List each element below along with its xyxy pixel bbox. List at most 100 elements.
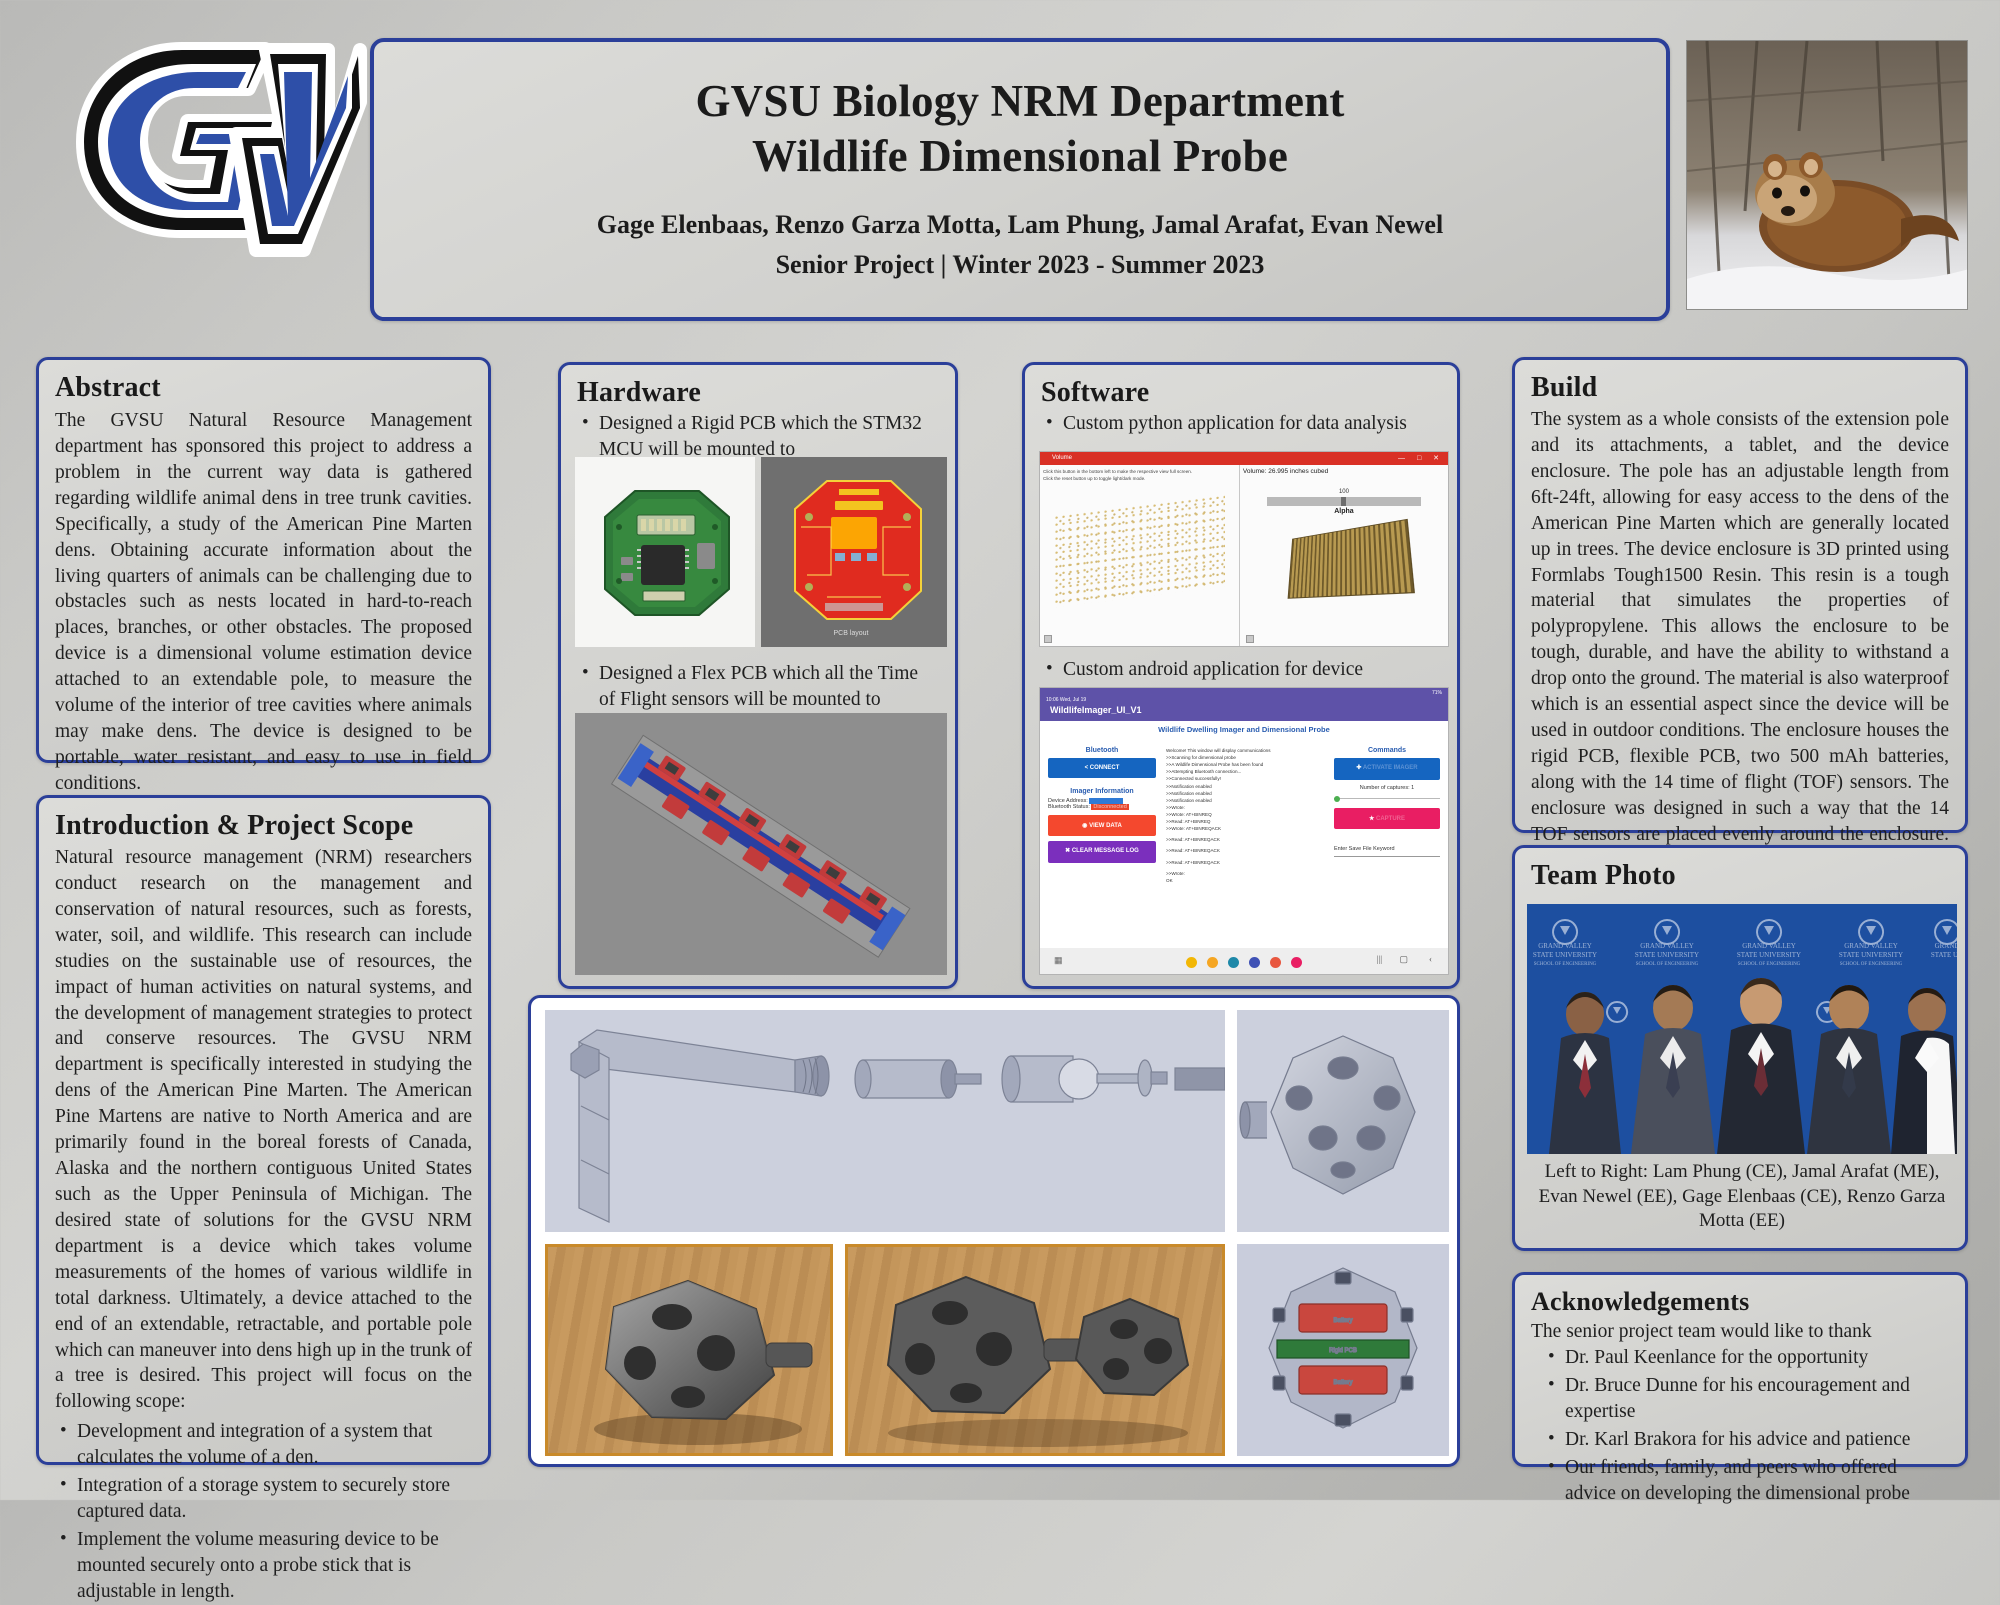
log-line: >>Wrote: AT+BINREQ bbox=[1166, 811, 1212, 817]
acknowledgements-section: Acknowledgements The senior project team… bbox=[1512, 1272, 1968, 1504]
folder-icon[interactable] bbox=[1207, 957, 1218, 968]
captures-count: Number of captures: 1 bbox=[1359, 784, 1415, 791]
fullscreen-toggle-left[interactable] bbox=[1044, 635, 1052, 643]
svg-text:SCHOOL OF ENGINEERING: SCHOOL OF ENGINEERING bbox=[1534, 962, 1597, 967]
svg-text:Rigid PCB: Rigid PCB bbox=[1329, 1348, 1357, 1354]
fullscreen-toggle-right[interactable] bbox=[1245, 635, 1254, 643]
hardware-bullet-list: Designed a Rigid PCB which the STM32 MCU… bbox=[577, 410, 939, 463]
log-line: >>Connected successfully! bbox=[1166, 776, 1221, 782]
back-icon[interactable]: ‹ bbox=[1429, 954, 1432, 964]
star-icon: ★ bbox=[1368, 815, 1375, 822]
enclosure-cad-render bbox=[1237, 1010, 1449, 1232]
calendar-icon[interactable] bbox=[1228, 957, 1239, 968]
log-line: >>Scanning for dimensional probe bbox=[1166, 755, 1236, 761]
svg-text:Battery: Battery bbox=[1333, 1380, 1352, 1386]
svg-text:SCHOOL OF ENGINEERING: SCHOOL OF ENGINEERING bbox=[1738, 962, 1801, 967]
alpha-slider[interactable]: 100 Alpha bbox=[1267, 489, 1421, 515]
svg-text:SCHOOL OF ENGINEERING: SCHOOL OF ENGINEERING bbox=[1636, 962, 1699, 967]
hardware-bullet-list-2: Designed a Flex PCB which all the Time o… bbox=[577, 660, 937, 715]
save-keyword-input[interactable]: Enter Save File Keyword bbox=[1334, 837, 1440, 857]
team-photo: GRAND VALLEY STATE UNIVERSITY SCHOOL OF EN… bbox=[1527, 904, 1957, 1154]
list-item: Custom python application for data analy… bbox=[1041, 410, 1441, 437]
captures-slider-knob[interactable] bbox=[1334, 795, 1340, 802]
share-icon: < bbox=[1084, 765, 1090, 771]
svg-text:GRAND VALLEY: GRAND VALLEY bbox=[1742, 942, 1796, 950]
apps-grid-icon[interactable]: ▦ bbox=[1054, 955, 1063, 965]
point-cloud-plot bbox=[1043, 483, 1236, 623]
activate-imager-button[interactable]: ✚ ACTIVATE IMAGER bbox=[1334, 758, 1440, 780]
message-log[interactable]: Welcome! This window will display commun… bbox=[1166, 747, 1330, 884]
list-item: Dr. Bruce Dunne for his encouragement an… bbox=[1543, 1372, 1949, 1425]
python-app-left-pane: Click this button in the bottom left to … bbox=[1040, 465, 1240, 646]
alpha-slider-value: 100 bbox=[1338, 489, 1349, 495]
printed-enclosure-photo-1 bbox=[545, 1244, 833, 1456]
acknowledgements-list: Dr. Paul Keenlance for the opportunity D… bbox=[1543, 1344, 1949, 1507]
clear-log-button[interactable]: ✖ CLEAR MESSAGE LOG bbox=[1048, 841, 1156, 863]
svg-text:SCHOOL OF ENGINEERING: SCHOOL OF ENGINEERING bbox=[1840, 962, 1903, 967]
software-heading: Software bbox=[1041, 377, 1150, 408]
window-titlebar: Volume — □ ✕ bbox=[1040, 452, 1448, 465]
chrome-icon[interactable] bbox=[1186, 957, 1197, 968]
project-subtitle: Senior Project | Winter 2023 - Summer 20… bbox=[775, 249, 1265, 279]
log-line: OK bbox=[1166, 877, 1173, 883]
connect-button[interactable]: < CONNECT bbox=[1048, 758, 1156, 778]
svg-text:GRAND VALLEY: GRAND VALLEY bbox=[1640, 942, 1694, 950]
contacts-icon[interactable] bbox=[1270, 957, 1281, 968]
svg-text:STATE UNIVERSITY: STATE UNIVERSITY bbox=[1635, 951, 1699, 959]
capture-button[interactable]: ★ CAPTURE bbox=[1334, 807, 1440, 829]
commands-column: Commands ✚ ACTIVATE IMAGER Number of cap… bbox=[1334, 747, 1440, 857]
american-pine-marten-photo bbox=[1686, 40, 1968, 310]
bluetooth-section-label: Bluetooth bbox=[1085, 747, 1119, 754]
svg-text:STATE UN: STATE UN bbox=[1931, 951, 1957, 959]
team-photo-section: Team Photo GRAND VALLEY STATE UNIVERSITY S… bbox=[1512, 845, 1968, 1251]
build-section: Build The system as a whole consists of … bbox=[1512, 357, 1968, 897]
messages-icon[interactable] bbox=[1249, 957, 1260, 968]
dock-icons[interactable] bbox=[1183, 955, 1305, 973]
screen-title: Wildlife Dwelling Imager and Dimensional… bbox=[1158, 725, 1330, 734]
svg-text:PCB layout: PCB layout bbox=[833, 630, 868, 637]
log-line: >>Read: AT+BINREQACK bbox=[1166, 859, 1220, 865]
list-item: Implement the volume measuring device to… bbox=[55, 1526, 472, 1605]
svg-text:GRAND: GRAND bbox=[1935, 942, 1957, 950]
python-app-note-2: Click the reset button up to toggle ligh… bbox=[1043, 476, 1146, 482]
list-item: Our friends, family, and peers who offer… bbox=[1543, 1454, 1949, 1507]
alpha-slider-knob[interactable] bbox=[1340, 497, 1346, 506]
list-item: Designed a Rigid PCB which the STM32 MCU… bbox=[577, 410, 939, 463]
software-bullet-list: Custom python application for data analy… bbox=[1041, 410, 1441, 437]
recents-icon[interactable]: ||| bbox=[1376, 954, 1382, 964]
flex-pcb-render bbox=[575, 713, 947, 975]
introduction-section: Introduction & Project Scope Natural res… bbox=[36, 795, 491, 1602]
abstract-text: The GVSU Natural Resource Management dep… bbox=[55, 410, 472, 794]
log-line: >>Wrote: bbox=[1166, 804, 1185, 810]
printed-enclosure-photo-2 bbox=[845, 1244, 1225, 1456]
rigid-pcb-3d-render bbox=[575, 457, 755, 647]
pole-exploded-cad-view bbox=[545, 1010, 1225, 1232]
acknowledgements-intro: The senior project team would like to th… bbox=[1531, 1321, 1872, 1342]
list-item: Dr. Karl Brakora for his advice and pati… bbox=[1543, 1426, 1949, 1453]
enclosure-internal-cad: Battery Battery Rigid PCB bbox=[1237, 1244, 1449, 1456]
acknowledgements-heading: Acknowledgements bbox=[1531, 1287, 1750, 1316]
window-controls[interactable]: — □ ✕ bbox=[1398, 455, 1444, 462]
log-line: >>Wrote: bbox=[1166, 870, 1185, 876]
hardware-heading: Hardware bbox=[577, 377, 701, 408]
app-bar: WildlifeImager_UI_V1 bbox=[1040, 699, 1448, 721]
view-data-button-label: VIEW DATA bbox=[1089, 823, 1122, 829]
abstract-heading: Abstract bbox=[55, 372, 161, 403]
poster-header: GVSU Biology NRM Department Wildlife Dim… bbox=[370, 38, 1670, 321]
home-icon[interactable]: ▢ bbox=[1399, 954, 1408, 964]
imager-section-label: Imager Information bbox=[1070, 788, 1134, 795]
captures-slider[interactable] bbox=[1334, 795, 1440, 802]
software-section: Software Custom python application for d… bbox=[1022, 362, 1460, 989]
list-item: Dr. Paul Keenlance for the opportunity bbox=[1543, 1344, 1949, 1371]
cad-and-build-gallery: Battery Battery Rigid PCB bbox=[528, 995, 1460, 1467]
battery-indicator: 71% bbox=[1431, 690, 1442, 696]
camera-icon[interactable] bbox=[1291, 957, 1302, 968]
log-line: >>Notification enabled bbox=[1166, 797, 1212, 803]
commands-section-label: Commands bbox=[1367, 747, 1407, 754]
bluetooth-status-row: Bluetooth Status: Disconnected bbox=[1048, 804, 1156, 810]
log-line: >>Read: AT+BINREQACK bbox=[1166, 848, 1220, 854]
status-badge: Disconnected bbox=[1091, 804, 1129, 810]
alpha-slider-label: Alpha bbox=[1334, 508, 1354, 515]
project-scope-list: Development and integration of a system … bbox=[55, 1418, 472, 1605]
view-data-button[interactable]: ◉ VIEW DATA bbox=[1048, 815, 1156, 836]
